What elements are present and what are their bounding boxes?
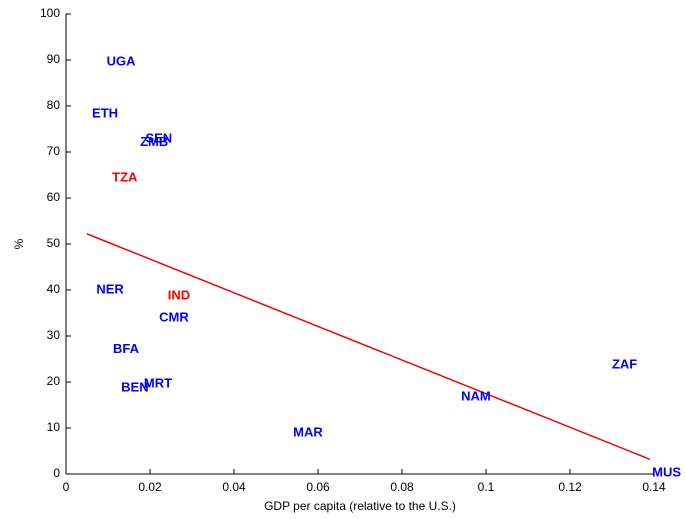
point-label: MAR [293, 424, 323, 439]
point-label: NER [96, 281, 124, 296]
x-tick-label: 0.06 [306, 480, 330, 494]
y-tick-label: 40 [47, 282, 61, 296]
point-label: SEN [145, 131, 172, 146]
y-tick-label: 90 [47, 52, 61, 66]
point-label: BFA [113, 341, 140, 356]
y-tick-label: 10 [47, 420, 61, 434]
x-tick-label: 0.14 [642, 480, 666, 494]
x-tick-label: 0.1 [478, 480, 495, 494]
y-tick-label: 20 [47, 374, 61, 388]
x-tick-label: 0.12 [558, 480, 582, 494]
x-tick-label: 0.02 [138, 480, 162, 494]
point-label: MRT [144, 375, 172, 390]
point-label: BEN [121, 379, 148, 394]
y-axis-label: % [12, 238, 26, 249]
y-tick-label: 50 [47, 236, 61, 250]
point-label: ETH [92, 105, 118, 120]
y-tick-label: 80 [47, 98, 61, 112]
point-label: IND [168, 287, 190, 302]
x-axis-label: GDP per capita (relative to the U.S.) [264, 499, 456, 513]
y-tick-label: 0 [53, 466, 60, 480]
x-tick-label: 0.08 [390, 480, 414, 494]
point-label: MUS [652, 465, 681, 480]
x-tick-label: 0 [63, 480, 70, 494]
point-label: ZAF [612, 356, 637, 371]
point-label: TZA [112, 170, 138, 185]
y-tick-label: 70 [47, 144, 61, 158]
fit-line [86, 233, 651, 460]
y-tick-label: 100 [40, 6, 60, 20]
point-label: UGA [107, 54, 137, 69]
point-label: NAM [461, 389, 491, 404]
point-label: ZMB [140, 134, 168, 149]
y-tick-label: 60 [47, 190, 61, 204]
y-tick-label: 30 [47, 328, 61, 342]
point-label: CMR [159, 309, 189, 324]
x-tick-label: 0.04 [222, 480, 246, 494]
